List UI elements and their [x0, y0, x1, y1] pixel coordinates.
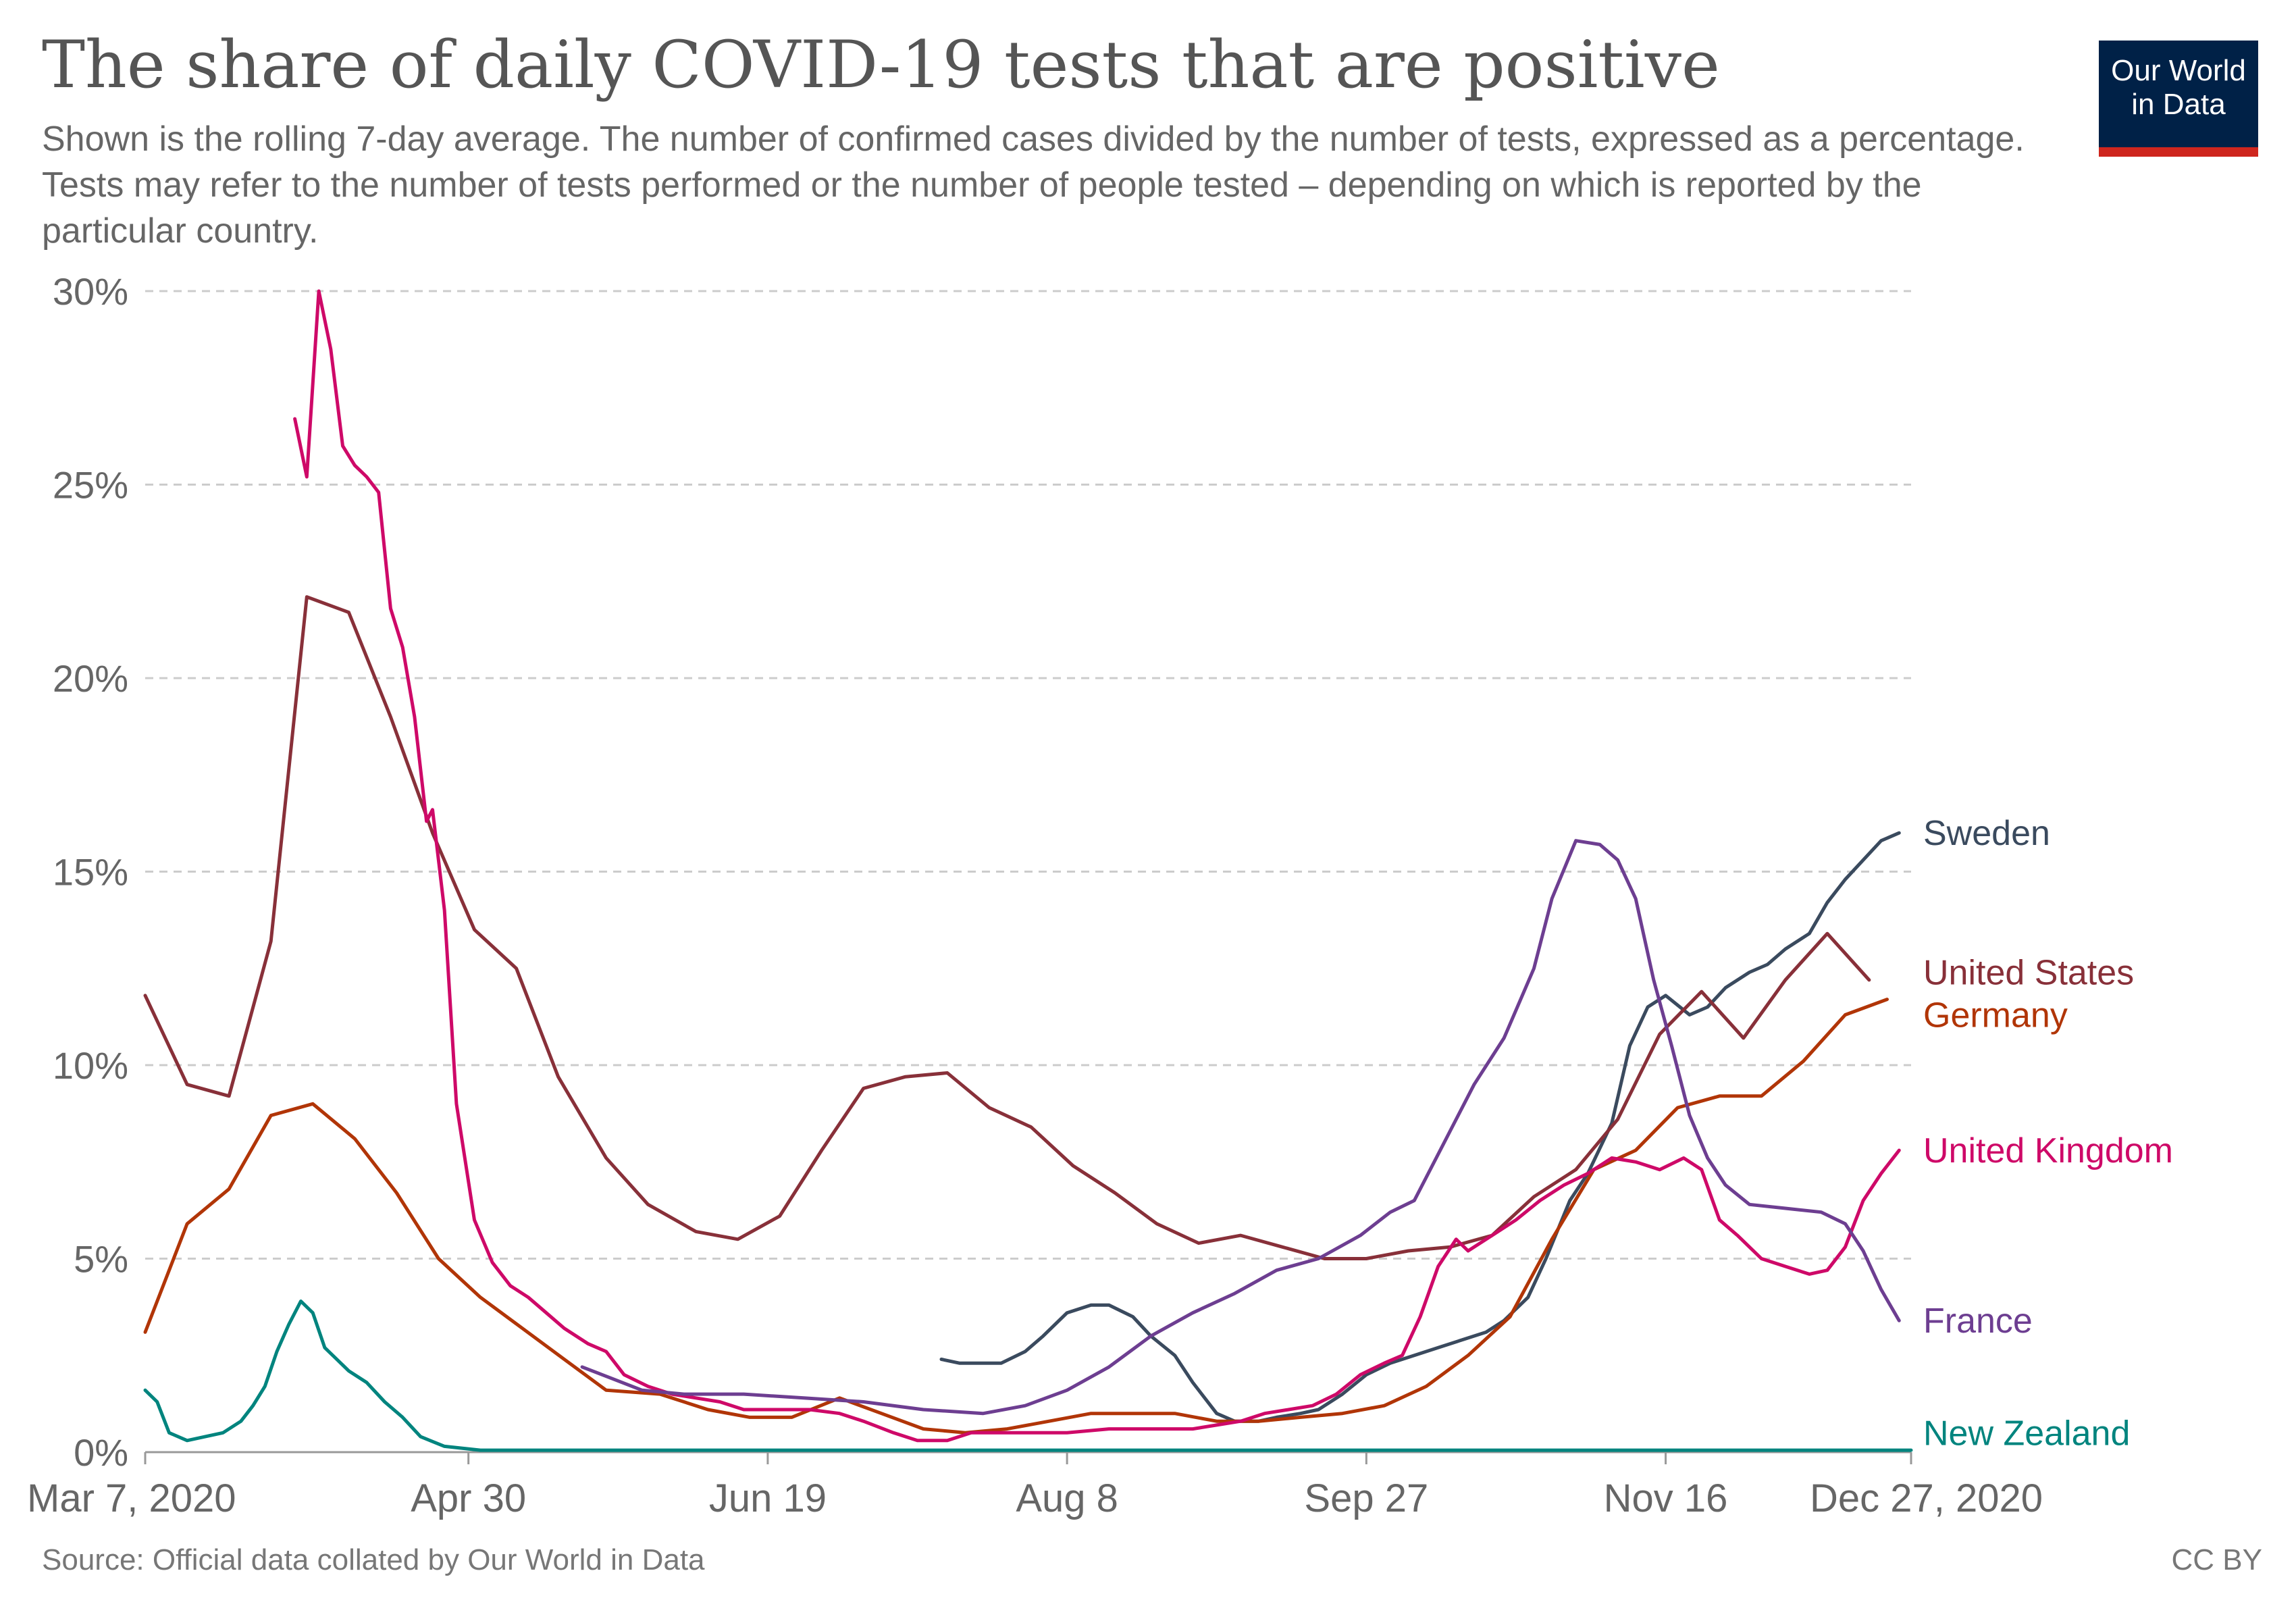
series-lines: [143, 289, 1913, 1452]
series-line-france[interactable]: [580, 839, 1901, 1416]
series-line-united-kingdom[interactable]: [293, 289, 1901, 1443]
logo-line-1: Our World: [2111, 54, 2246, 87]
series-label-united-kingdom[interactable]: United Kingdom: [1923, 1131, 2173, 1170]
source-note[interactable]: Source: Official data collated by Our Wo…: [42, 1543, 705, 1576]
x-tick-label: Nov 16: [1604, 1476, 1728, 1520]
x-tick-label: Apr 30: [411, 1476, 526, 1520]
series-label-new-zealand[interactable]: New Zealand: [1923, 1414, 2130, 1453]
x-tick-label: Aug 8: [1016, 1476, 1118, 1520]
series-line-sweden[interactable]: [939, 831, 1901, 1423]
y-tick-label: 0%: [74, 1431, 128, 1474]
x-tick-label: Dec 27, 2020: [1810, 1476, 2043, 1520]
y-tick-label: 25%: [53, 464, 128, 507]
series-labels: Sweden United States Germany United Kingdom…: [1923, 814, 2173, 1453]
y-tick-label: 30%: [53, 270, 128, 313]
series-label-united-states[interactable]: United States: [1923, 953, 2134, 992]
owid-logo[interactable]: Our World in Data: [2099, 41, 2258, 157]
y-tick-label: 10%: [53, 1044, 128, 1087]
y-tick-labels: 0% 5% 10% 15% 20% 25% 30%: [53, 270, 128, 1474]
y-gridlines: [145, 290, 1911, 1260]
y-tick-label: 5%: [74, 1238, 128, 1281]
series-label-france[interactable]: France: [1923, 1302, 2033, 1341]
y-tick-label: 20%: [53, 657, 128, 700]
license-link[interactable]: CC BY: [2171, 1543, 2262, 1576]
logo-line-2: in Data: [2131, 88, 2226, 121]
x-tick-label: Jun 19: [709, 1476, 827, 1520]
series-label-sweden[interactable]: Sweden: [1923, 814, 2050, 853]
series-label-germany[interactable]: Germany: [1923, 996, 2068, 1035]
series-line-new-zealand[interactable]: [143, 1300, 1913, 1452]
page-title: The share of daily COVID-19 tests that a…: [42, 27, 1720, 103]
chart-subtitle: Shown is the rolling 7-day average. The …: [42, 120, 2025, 251]
x-axis: Mar 7, 2020 Apr 30 Jun 19 Aug 8 Sep 27 Nov 16…: [27, 1451, 2043, 1520]
x-tick-label: Sep 27: [1304, 1476, 1428, 1520]
x-tick-label: Mar 7, 2020: [27, 1476, 236, 1520]
y-tick-label: 15%: [53, 851, 128, 894]
